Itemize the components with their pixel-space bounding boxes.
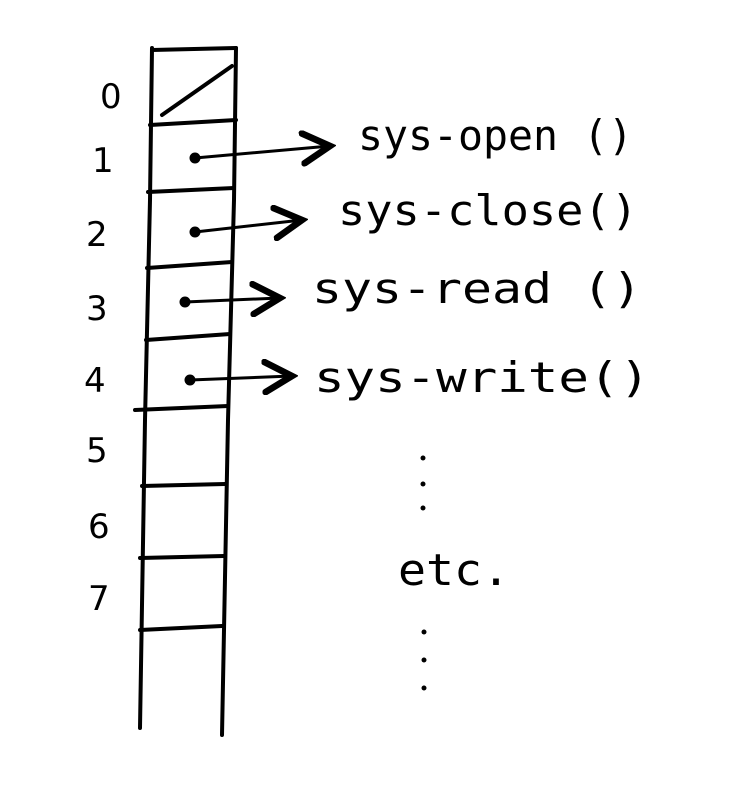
etc-label: etc. bbox=[398, 545, 510, 596]
row-index: 2 bbox=[86, 215, 108, 255]
table-row-divider bbox=[144, 332, 232, 342]
row-index: 1 bbox=[92, 141, 114, 181]
row-index: 0 bbox=[100, 77, 122, 117]
table-row-divider bbox=[140, 482, 227, 488]
table-row-divider bbox=[133, 404, 230, 412]
empty-slot-slash bbox=[160, 64, 234, 117]
table-row-divider bbox=[145, 260, 234, 270]
row-index: 7 bbox=[88, 579, 110, 619]
table-right-edge bbox=[220, 46, 238, 737]
pointer-arrow bbox=[183, 298, 280, 302]
syscall-label-open: sys-open () bbox=[358, 111, 633, 160]
table-row-divider bbox=[148, 118, 238, 127]
syscall-label-close: sys-close() bbox=[338, 186, 638, 235]
table-row-divider bbox=[138, 624, 224, 632]
syscall-label-read: sys-read () bbox=[312, 264, 642, 313]
row-indices: 0 1 2 3 4 5 6 7 bbox=[84, 77, 122, 619]
syscall-label-write: sys-write() bbox=[314, 353, 650, 402]
row-index: 5 bbox=[86, 431, 108, 471]
pointer-arrow bbox=[193, 146, 330, 158]
table-top-edge bbox=[150, 46, 238, 52]
pointer-arrows bbox=[179, 146, 330, 384]
table-row-divider bbox=[138, 554, 226, 560]
continuation-dots-lower bbox=[421, 629, 427, 691]
pointer-arrow bbox=[193, 220, 302, 232]
pointer-arrow bbox=[188, 376, 292, 380]
syscall-labels: sys-open () sys-close() sys-read () sys-… bbox=[312, 111, 650, 402]
table-row-divider bbox=[146, 186, 236, 194]
table-outline bbox=[133, 46, 238, 737]
continuation-dots-upper bbox=[420, 455, 426, 511]
table-left-edge bbox=[138, 46, 154, 730]
row-index: 3 bbox=[86, 289, 108, 329]
row-index: 4 bbox=[84, 361, 106, 401]
row-index: 6 bbox=[88, 507, 110, 547]
